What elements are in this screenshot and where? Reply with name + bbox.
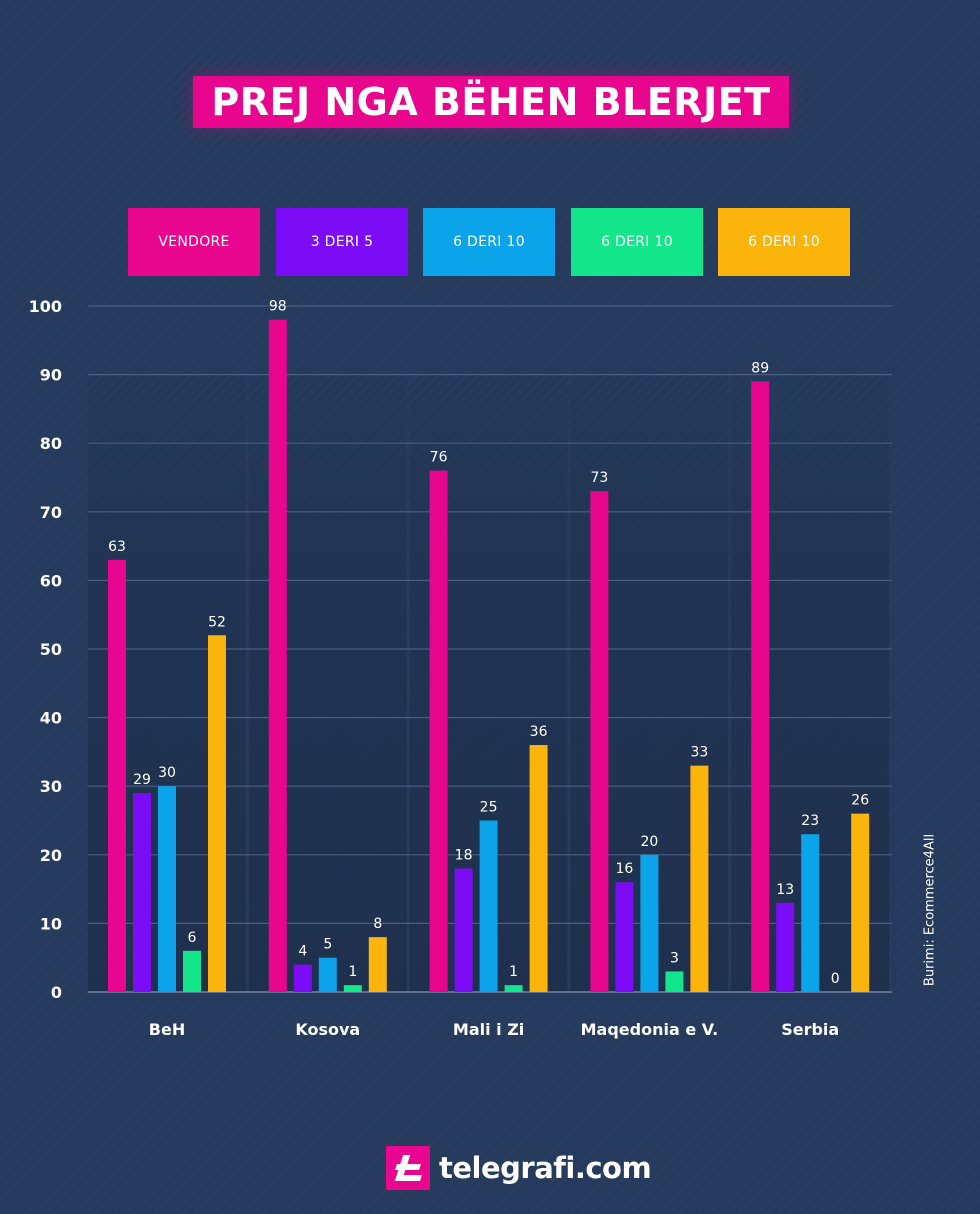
bar: [690, 765, 709, 992]
legend-item-3-deri-5: 3 DERI 5: [276, 208, 408, 276]
y-tick-label: 90: [40, 366, 62, 385]
legend-label: 6 DERI 10: [601, 234, 673, 250]
data-label: 63: [108, 539, 126, 555]
data-label: 3: [670, 950, 679, 966]
data-label: 98: [269, 299, 287, 315]
bar: [851, 813, 870, 992]
y-tick-label: 100: [29, 297, 62, 316]
data-label: 5: [323, 937, 332, 953]
y-tick-label: 60: [40, 571, 62, 590]
bar: [776, 902, 795, 992]
legend-label: 6 DERI 10: [748, 234, 820, 250]
y-tick-label: 80: [40, 434, 62, 453]
data-label: 16: [615, 861, 633, 877]
data-label: 13: [776, 882, 794, 898]
data-label: 52: [208, 614, 226, 630]
y-tick-label: 20: [40, 846, 62, 865]
data-label: 1: [509, 964, 518, 980]
telegrafi-logo-icon: [386, 1146, 430, 1190]
bar: [751, 381, 770, 993]
data-label: 1: [348, 964, 357, 980]
legend-item-vendore: VENDORE: [128, 208, 260, 276]
bar: [615, 882, 634, 992]
bar: [183, 950, 201, 992]
brand-name: telegrafi.com: [439, 1151, 652, 1185]
bar: [158, 786, 176, 992]
bar: [590, 491, 609, 992]
data-label: 36: [530, 724, 548, 740]
bar: [293, 964, 312, 992]
data-label: 25: [480, 800, 498, 816]
data-label: 29: [133, 772, 151, 788]
bar: [454, 868, 473, 992]
x-tick-label: BeH: [149, 1020, 185, 1039]
bar: [368, 937, 387, 992]
data-label: 76: [430, 450, 448, 466]
data-label: 6: [188, 930, 197, 946]
data-label: 73: [590, 470, 608, 486]
bar: [479, 820, 498, 992]
bar: [133, 793, 151, 992]
chart-title: PREJ NGA BËHEN BLERJET: [211, 80, 771, 124]
legend-label: VENDORE: [158, 234, 230, 250]
x-tick-label: Maqedonia e V.: [581, 1020, 719, 1039]
legend-label: 3 DERI 5: [310, 234, 374, 250]
x-tick-label: Kosova: [295, 1020, 360, 1039]
bar: [529, 745, 548, 992]
data-label: 8: [373, 916, 382, 932]
y-tick-label: 0: [51, 983, 62, 1002]
bar: [429, 470, 448, 992]
bar: [640, 854, 659, 992]
bar: [343, 985, 362, 992]
telegrafi-logo: telegrafi.com: [386, 1146, 652, 1190]
source-text: Burimi: Ecommerce4All: [922, 833, 938, 987]
y-tick-label: 10: [40, 914, 62, 933]
y-tick-label: 30: [40, 777, 62, 796]
data-label: 23: [801, 813, 819, 829]
legend-item-6-deri-10-yellow: 6 DERI 10: [718, 208, 850, 276]
data-label: 4: [298, 944, 307, 960]
y-tick-label: 70: [40, 503, 62, 522]
data-label: 26: [851, 793, 869, 809]
legend-item-6-deri-10-blue: 6 DERI 10: [423, 208, 555, 276]
bar: [318, 957, 337, 992]
bar: [108, 559, 126, 992]
data-label: 89: [751, 360, 769, 376]
bar: [504, 985, 523, 992]
bar: [801, 834, 820, 992]
bar: [665, 971, 684, 992]
bar: [268, 319, 287, 993]
x-tick-label: Mali i Zi: [453, 1020, 524, 1039]
y-tick-label: 50: [40, 640, 62, 659]
bar: [208, 635, 226, 992]
data-label: 33: [690, 745, 708, 761]
data-label: 20: [640, 834, 658, 850]
x-tick-label: Serbia: [781, 1020, 839, 1039]
legend-label: 6 DERI 10: [453, 234, 525, 250]
data-label: 0: [831, 971, 840, 987]
data-label: 30: [158, 765, 176, 781]
y-tick-label: 40: [40, 709, 62, 728]
legend-item-6-deri-10-green: 6 DERI 10: [571, 208, 703, 276]
chart-title-banner: PREJ NGA BËHEN BLERJET: [193, 76, 789, 128]
data-label: 18: [455, 848, 473, 864]
